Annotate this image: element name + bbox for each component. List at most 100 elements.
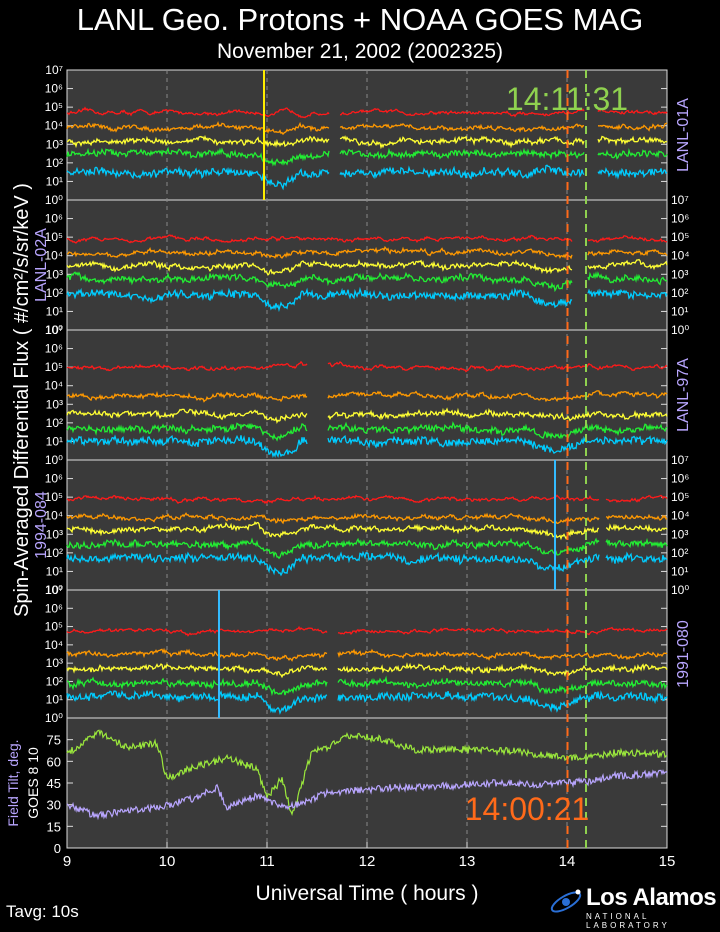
ytick-label-left: 10² — [46, 416, 63, 430]
flux-series-1994-084-ch2 — [66, 520, 668, 541]
tilt-ytick-label: 15 — [47, 819, 61, 834]
time-marker-label-1: 14:00:21 — [465, 791, 590, 827]
ytick-label-left: 10⁰ — [45, 193, 63, 207]
satellite-label-1994-084: 1994-084 — [33, 491, 50, 559]
logo-subtext: NATIONAL LABORATORY — [586, 912, 670, 930]
tilt-sublabel: GOES 8 10 — [25, 747, 41, 819]
tilt-ytick-label: 60 — [47, 754, 61, 769]
ytick-label-right: 10¹ — [671, 564, 688, 578]
ytick-label-left: 10⁶ — [45, 212, 63, 226]
ytick-label-left: 10⁴ — [44, 119, 63, 133]
flux-series-LANL-01A-ch1 — [66, 120, 668, 136]
xtick-label: 13 — [459, 853, 476, 870]
ytick-label-right: 10³ — [671, 267, 688, 281]
ytick-label-left: 10⁷ — [45, 583, 63, 597]
flux-series-1994-084-ch1 — [66, 512, 667, 525]
flux-series-LANL-97A-ch1 — [66, 390, 668, 403]
ytick-label-left: 10⁶ — [45, 82, 63, 96]
satellite-label-1991-080: 1991-080 — [675, 620, 692, 688]
flux-series-LANL-97A-ch4 — [66, 434, 668, 459]
ytick-label-left: 10² — [46, 674, 63, 688]
flux-series-1991-080-ch4 — [66, 689, 668, 715]
flux-series-LANL-02A-ch3 — [66, 271, 668, 293]
x-axis-label: Universal Time ( hours ) — [256, 882, 479, 905]
flux-series-1991-080-ch1 — [66, 647, 668, 662]
ytick-label-right: 10⁶ — [671, 472, 689, 486]
ytick-label-left: 10¹ — [46, 304, 63, 318]
ytick-label-left: 10⁷ — [45, 323, 63, 337]
ytick-label-right: 10⁵ — [671, 490, 689, 504]
satellite-label-LANL-01A: LANL-01A — [675, 98, 692, 172]
ytick-label-left: 10⁷ — [45, 63, 63, 77]
ytick-label-left: 10⁰ — [45, 583, 63, 597]
ytick-label-left: 10⁴ — [44, 379, 63, 393]
flux-series-1991-080-ch2 — [66, 662, 668, 679]
satellite-label-LANL-02A: LANL-02A — [33, 228, 50, 302]
ytick-label-left: 10⁰ — [45, 711, 63, 725]
ytick-label-left: 10¹ — [46, 174, 63, 188]
flux-series-1994-084-ch4 — [66, 550, 668, 577]
ytick-label-right: 10³ — [671, 527, 688, 541]
logo-text: Los Alamos — [586, 884, 717, 911]
flux-series-LANL-02A-ch1 — [67, 245, 668, 260]
flux-series-LANL-01A-ch0 — [66, 106, 668, 119]
flux-series-LANL-02A-ch4 — [66, 286, 668, 313]
ytick-label-left: 10¹ — [46, 693, 63, 707]
ytick-label-left: 10⁶ — [45, 342, 63, 356]
xtick-label: 10 — [159, 853, 176, 870]
xtick-label: 14 — [559, 853, 576, 870]
ytick-label-left: 10² — [46, 286, 63, 300]
ytick-label-left: 10⁶ — [45, 601, 63, 615]
ytick-label-right: 10² — [671, 546, 688, 560]
flux-series-1994-084-ch0 — [66, 494, 668, 505]
ytick-label-left: 10³ — [46, 397, 63, 411]
ytick-label-left: 10⁶ — [45, 472, 63, 486]
flux-series-LANL-01A-ch2 — [66, 134, 668, 150]
flux-series-LANL-01A-ch3 — [66, 146, 668, 167]
flux-series-1991-080-ch3 — [66, 675, 668, 697]
xtick-label: 12 — [359, 853, 376, 870]
ytick-label-left: 10³ — [46, 527, 63, 541]
lanl-logo: Los Alamos NATIONAL LABORATORY — [548, 878, 718, 930]
ytick-label-right: 10⁵ — [671, 230, 689, 244]
y-axis-label: Spin-Averaged Differential Flux ( #/cm²/… — [11, 183, 33, 617]
xtick-label: 9 — [63, 853, 71, 870]
ytick-label-left: 10² — [46, 546, 63, 560]
ytick-label-left: 10³ — [46, 137, 63, 151]
ytick-label-right: 10⁷ — [671, 193, 689, 207]
ytick-label-left: 10⁵ — [45, 360, 63, 374]
averaging-label: Tavg: 10s — [6, 902, 79, 921]
ytick-label-left: 10⁵ — [45, 490, 63, 504]
xtick-label: 15 — [659, 853, 676, 870]
ytick-label-right: 10⁶ — [671, 212, 689, 226]
ytick-label-left: 10² — [46, 156, 63, 170]
flux-series-LANL-97A-ch3 — [66, 421, 668, 442]
ytick-label-right: 10⁴ — [671, 509, 690, 523]
ytick-label-left: 10¹ — [46, 434, 63, 448]
satellite-label-LANL-97A: LANL-97A — [675, 358, 692, 432]
tilt-ytick-label: 0 — [54, 841, 61, 856]
ytick-label-right: 10⁰ — [671, 323, 689, 337]
ytick-label-left: 10⁵ — [45, 620, 63, 634]
ytick-label-left: 10¹ — [46, 564, 63, 578]
tilt-label: Field Tilt, deg. — [5, 739, 21, 826]
flux-series-1994-084-ch3 — [66, 537, 668, 560]
chart-subtitle: November 21, 2002 (2002325) — [216, 40, 504, 63]
ytick-label-left: 10⁵ — [45, 100, 63, 114]
ytick-label-left: 10³ — [46, 267, 63, 281]
ytick-label-left: 10⁴ — [44, 638, 63, 652]
chart-title: LANL Geo. Protons + NOAA GOES MAG — [76, 2, 644, 37]
ytick-label-left: 10⁴ — [44, 509, 63, 523]
tilt-ytick-label: 30 — [47, 798, 61, 813]
flux-series-LANL-02A-ch2 — [66, 258, 668, 276]
flux-series-LANL-02A-ch0 — [66, 234, 668, 244]
ytick-label-left: 10⁰ — [45, 453, 63, 467]
ytick-label-right: 10⁴ — [671, 249, 690, 263]
flux-series-LANL-01A-ch4 — [66, 164, 668, 191]
tilt-ytick-label: 45 — [47, 776, 61, 791]
ytick-label-right: 10⁷ — [671, 453, 689, 467]
lanl-logo-icon — [550, 889, 582, 913]
flux-series-1991-080-ch0 — [66, 625, 668, 637]
flux-series-LANL-97A-ch2 — [66, 407, 668, 425]
